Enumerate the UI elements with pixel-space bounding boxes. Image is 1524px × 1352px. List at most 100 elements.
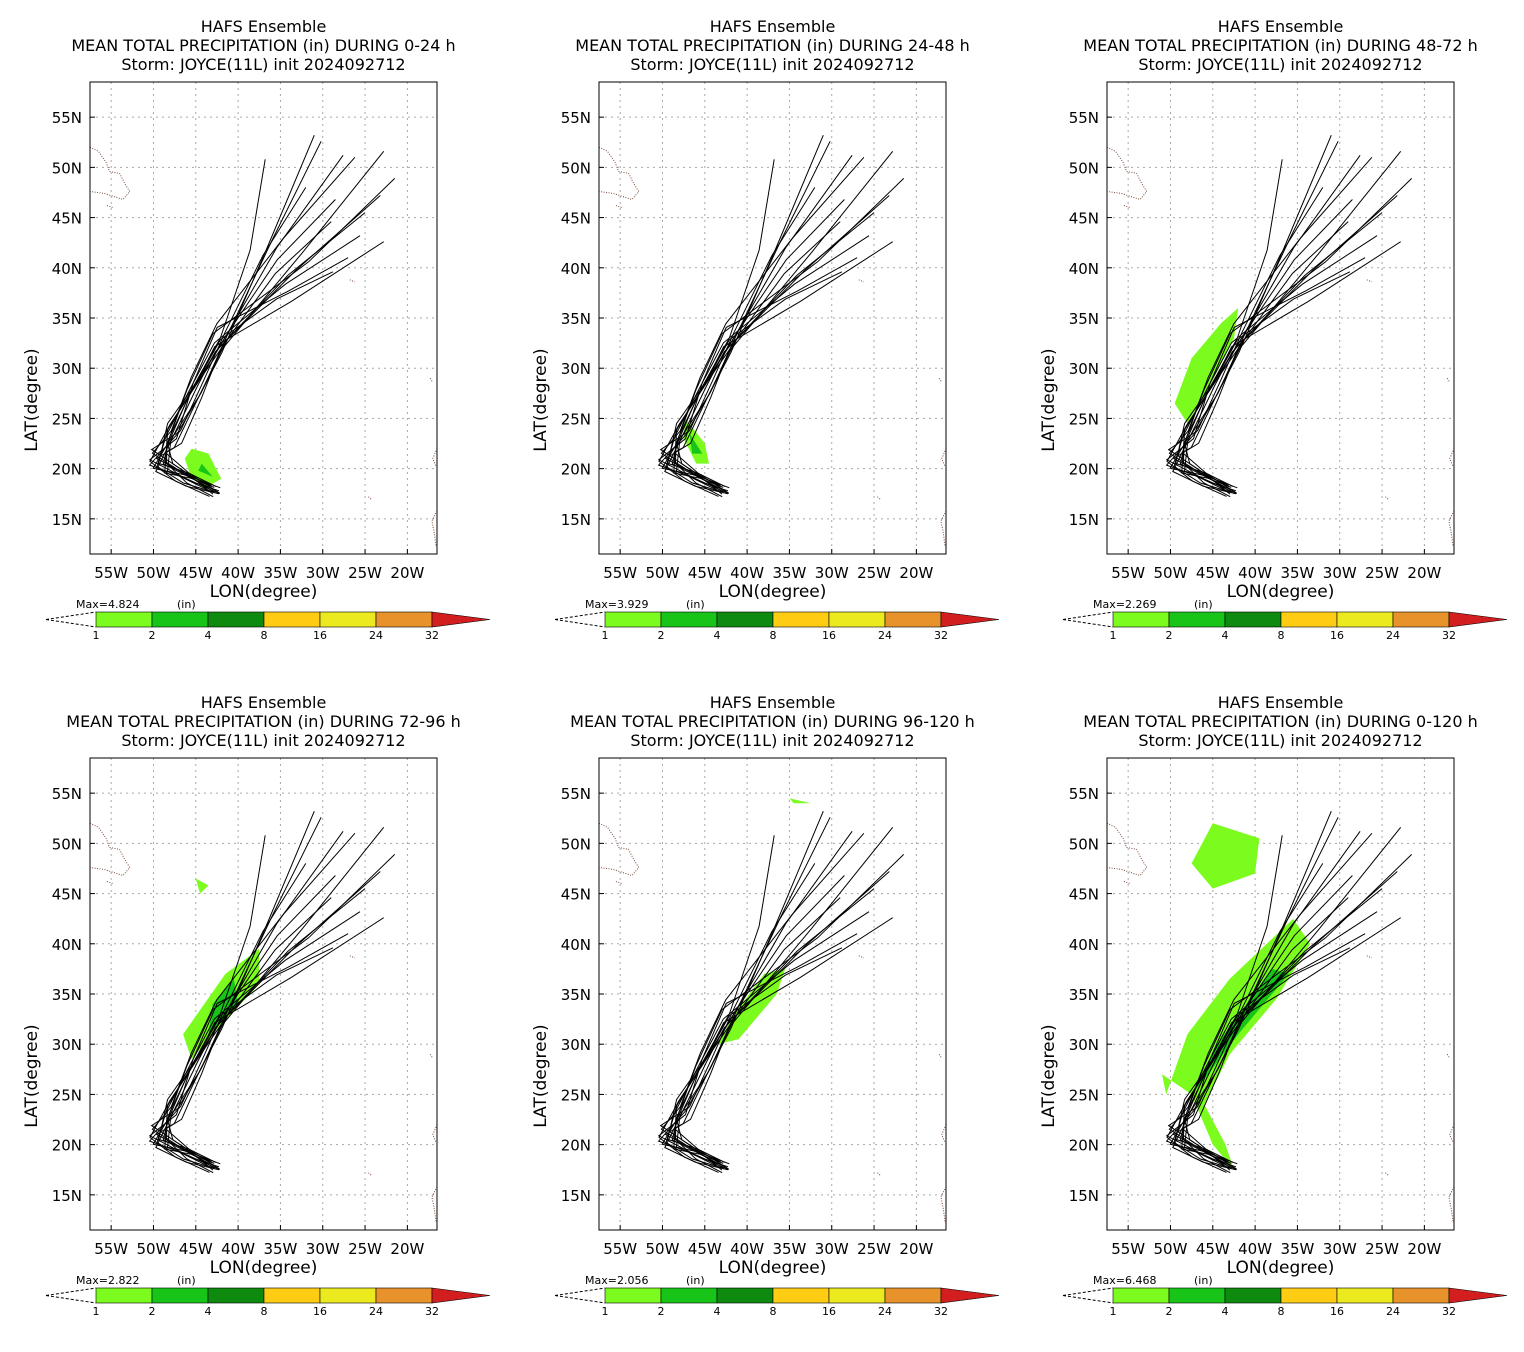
azores-coast xyxy=(349,279,356,283)
colorbar-over xyxy=(1448,1287,1508,1304)
colorbar-segment xyxy=(772,611,830,628)
azores-coast xyxy=(858,955,865,959)
lon-tick-label: 55W xyxy=(1111,564,1145,582)
track-line xyxy=(155,817,322,1169)
track-line xyxy=(155,212,366,495)
lat-tick-label: 55N xyxy=(52,109,82,127)
coast-fragment xyxy=(1123,881,1131,885)
lat-tick-label: 15N xyxy=(561,511,591,529)
lon-tick-label: 30W xyxy=(815,1240,849,1258)
colorbar-under-edge xyxy=(45,1295,97,1304)
track-line xyxy=(658,871,890,1173)
map-content xyxy=(599,82,946,554)
cape-verde-coast xyxy=(877,496,882,501)
lat-tick-label: 45N xyxy=(561,886,591,904)
lat-tick-label: 30N xyxy=(561,1036,591,1054)
colorbar-segment xyxy=(375,611,433,628)
lon-tick-label: 45W xyxy=(179,564,213,582)
lon-tick-label: 35W xyxy=(1280,564,1314,582)
colorbar-level-label: 24 xyxy=(1386,629,1400,642)
africa-coast xyxy=(940,510,946,548)
track-line xyxy=(1175,271,1351,487)
track-line xyxy=(659,826,894,1171)
lon-tick-label: 50W xyxy=(1154,1240,1188,1258)
colorbar-level-label: 16 xyxy=(822,629,836,642)
lat-tick-label: 25N xyxy=(52,410,82,428)
cape-verde-coast xyxy=(1385,496,1390,501)
lat-tick-label: 40N xyxy=(561,260,591,278)
colorbar-under xyxy=(46,1288,96,1303)
colorbar-under-edge xyxy=(1062,611,1114,620)
africa-coast xyxy=(1448,1186,1454,1224)
track-line xyxy=(657,257,858,495)
lat-tick-label: 55N xyxy=(1069,109,1099,127)
panel-title: HAFS Ensemble xyxy=(1218,17,1344,36)
lon-tick-label: 50W xyxy=(1154,564,1188,582)
africa-coast xyxy=(431,510,437,548)
lon-tick-label: 35W xyxy=(263,564,297,582)
lat-tick-label: 55N xyxy=(52,785,82,803)
colorbar-segment xyxy=(660,1287,718,1304)
lat-tick-label: 35N xyxy=(1069,310,1099,328)
colorbar-level-label: 32 xyxy=(934,1305,948,1318)
ensemble-tracks xyxy=(148,135,396,498)
lat-tick-label: 15N xyxy=(52,1187,82,1205)
colorbar-segment xyxy=(207,611,265,628)
track-line xyxy=(665,917,893,1169)
max-label: Max=2.822 xyxy=(76,1274,139,1287)
track-line xyxy=(667,271,843,487)
track-line xyxy=(149,871,381,1173)
panel-storm-label: Storm: JOYCE(11L) init 2024092712 xyxy=(630,731,914,750)
track-line xyxy=(657,933,858,1171)
colorbar-segment xyxy=(1280,1287,1338,1304)
track-line xyxy=(1168,156,1373,487)
lat-tick-label: 30N xyxy=(1069,360,1099,378)
colorbar-level-label: 16 xyxy=(1330,629,1344,642)
colorbar-level-label: 2 xyxy=(1166,1305,1173,1318)
track-line xyxy=(152,854,396,1165)
colorbar-segment xyxy=(1168,1287,1226,1304)
track-line xyxy=(151,156,356,487)
lat-tick-label: 55N xyxy=(1069,785,1099,803)
colorbar-level-label: 1 xyxy=(602,1305,609,1318)
track-line xyxy=(1165,863,1324,1168)
colorbar-level-label: 32 xyxy=(425,629,439,642)
newfoundland-coast xyxy=(1107,146,1148,201)
lon-tick-label: 30W xyxy=(1323,564,1357,582)
lon-tick-label: 40W xyxy=(730,564,764,582)
lat-tick-label: 20N xyxy=(52,1137,82,1155)
track-line xyxy=(674,199,845,498)
precip-area-light xyxy=(1174,308,1239,424)
track-line xyxy=(1172,817,1339,1169)
colorbar-segment xyxy=(263,611,321,628)
lat-tick-label: 55N xyxy=(561,109,591,127)
colorbar-segment xyxy=(828,611,886,628)
lon-tick-label: 20W xyxy=(1407,564,1441,582)
lon-tick-label: 55W xyxy=(94,1240,128,1258)
lat-tick-label: 40N xyxy=(561,936,591,954)
track-line xyxy=(1182,199,1353,498)
colorbar-segment xyxy=(716,611,774,628)
colorbar-segment xyxy=(319,1287,377,1304)
lon-tick-label: 35W xyxy=(772,1240,806,1258)
coast-fragment xyxy=(106,205,114,209)
colorbar-units: (in) xyxy=(686,598,705,611)
track-line xyxy=(165,875,336,1174)
colorbar-level-label: 8 xyxy=(1278,629,1285,642)
map-content xyxy=(90,758,437,1230)
panel-title: HAFS Ensemble xyxy=(1218,693,1344,712)
africa-coast xyxy=(940,1186,946,1224)
lon-tick-label: 55W xyxy=(1111,1240,1145,1258)
colorbar-level-label: 24 xyxy=(878,629,892,642)
lat-tick-label: 20N xyxy=(561,461,591,479)
africa-coast xyxy=(431,1186,437,1224)
coastline xyxy=(90,146,437,548)
lon-tick-label: 55W xyxy=(603,1240,637,1258)
colorbar-under xyxy=(555,1288,605,1303)
lat-tick-label: 15N xyxy=(1069,1187,1099,1205)
lat-tick-label: 20N xyxy=(1069,1137,1099,1155)
max-label: Max=2.056 xyxy=(585,1274,648,1287)
